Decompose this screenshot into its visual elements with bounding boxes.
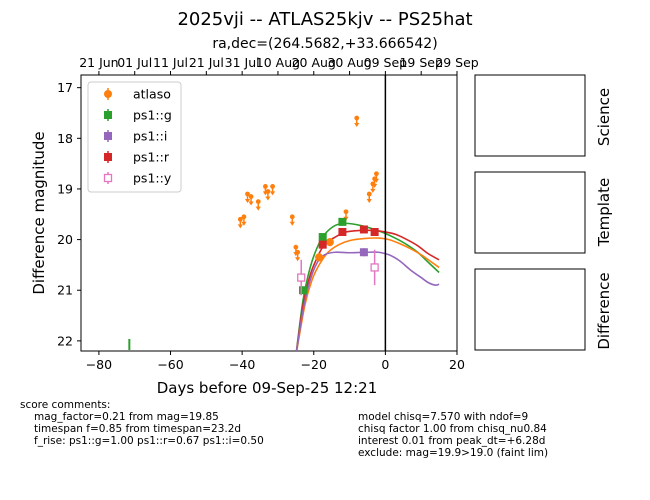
upper-limit-atlaso — [269, 184, 276, 196]
top-tick-label: 10 Aug — [256, 55, 300, 70]
upper-limit-atlaso — [244, 191, 251, 204]
model-comment-line: exclude: mag=19.9>19.0 (faint lim) — [358, 447, 549, 459]
model-curves — [295, 222, 440, 351]
x-axis-label: Days before 09-Sep-25 12:21 — [157, 379, 378, 397]
top-tick-label: 19 Sep — [399, 55, 443, 70]
legend-label: ps1::r — [133, 150, 170, 165]
legend-entry: atlaso — [104, 87, 171, 102]
data-point-ps1-i — [359, 248, 368, 257]
x-tick-label: −40 — [229, 357, 255, 372]
upper-limit-atlaso — [366, 191, 372, 204]
upper-limit-atlaso — [295, 249, 301, 262]
score-comment-line: f_rise: ps1::g=1.00 ps1::r=0.67 ps1::i=0… — [34, 435, 264, 447]
x-tick-label: −20 — [301, 357, 327, 372]
difference-panel — [474, 268, 586, 351]
x-tick-label: 20 — [449, 357, 465, 372]
template-label: Template — [595, 178, 613, 247]
model-comment-line: model chisq=7.570 with ndof=9 — [358, 411, 529, 423]
upper-limit-atlaso — [373, 171, 380, 183]
model-curve-ps1-i — [295, 251, 440, 351]
upper-limit-atlaso — [248, 194, 254, 206]
data-point-atlaso — [325, 238, 334, 247]
x-tick-label: −60 — [157, 357, 183, 372]
score-comment-line: timespan f=0.85 from timespan=23.2d — [34, 423, 242, 435]
legend-label: ps1::g — [133, 108, 172, 123]
data-markers — [128, 115, 380, 350]
plot-frame — [80, 74, 458, 352]
legend-marker — [104, 90, 112, 98]
model-comment-line: interest 0.01 from peak_dt=+6.28d — [358, 435, 546, 447]
legend-label: ps1::y — [133, 171, 172, 186]
top-tick-label: 11 Jul — [153, 55, 188, 70]
data-point-ps1-g — [299, 286, 308, 295]
score-comments-header: score comments: — [20, 399, 111, 411]
figure-subtitle: ra,dec=(264.5682,+33.666542) — [212, 36, 437, 52]
data-point-ps1-r — [338, 227, 347, 236]
y-tick-label: 20 — [57, 232, 73, 247]
legend-label: ps1::i — [133, 129, 167, 144]
top-tick-label: 31 Jul — [225, 55, 260, 70]
science-label: Science — [595, 88, 613, 146]
template-panel — [474, 171, 586, 254]
legend-entry: ps1::i — [104, 129, 167, 144]
legend-marker — [103, 173, 113, 183]
upper-limit-atlaso — [265, 189, 271, 201]
y-axis: 17 18 19 20 21 22 — [57, 80, 81, 348]
model-curve-ps1-g — [295, 222, 440, 351]
x-tick-label: −80 — [86, 357, 112, 372]
legend-marker — [104, 153, 112, 161]
legend-entry: ps1::r — [104, 150, 170, 165]
upper-limit-atlaso — [289, 214, 295, 226]
figure-title: 2025vji -- ATLAS25kjv -- PS25hat — [177, 9, 472, 30]
data-point-ps1-y — [297, 259, 306, 296]
top-tick-label: 29 Sep — [435, 55, 479, 70]
score-comment-line: mag_factor=0.21 from mag=19.85 — [34, 411, 219, 423]
side-panels: Science Template Difference — [474, 74, 613, 351]
legend-frame — [87, 81, 182, 193]
top-tick-label: 09 Sep — [364, 55, 408, 70]
y-tick-label: 18 — [57, 131, 73, 146]
top-tick-label: 21 Jun — [79, 55, 118, 70]
top-tick-label: 01 Jul — [117, 55, 152, 70]
upper-limit-atlaso — [354, 115, 360, 128]
y-tick-label: 22 — [57, 333, 73, 348]
top-tick-label: 21 Jul — [189, 55, 224, 70]
y-axis-label: Difference magnitude — [30, 131, 48, 294]
x-axis-bottom: −80 −60 −40 −20 0 20 — [86, 351, 465, 372]
model-curve-atlaso — [295, 237, 440, 351]
y-tick-label: 21 — [57, 283, 73, 298]
top-tick-label: 20 Aug — [292, 55, 336, 70]
data-point-ps1-g — [318, 233, 327, 242]
data-point-ps1-y — [370, 249, 379, 286]
legend-entry: ps1::y — [103, 171, 172, 186]
upper-limit-atlaso — [255, 199, 261, 211]
difference-label: Difference — [595, 272, 613, 349]
data-point-atlaso — [315, 253, 324, 262]
upper-limit-atlaso — [237, 216, 243, 229]
x-tick-label: 0 — [381, 357, 389, 372]
legend-entry: ps1::g — [104, 108, 172, 123]
y-tick-label: 19 — [57, 181, 73, 196]
data-point-ps1-g — [338, 217, 347, 226]
legend-label: atlaso — [133, 87, 171, 102]
legend-marker — [104, 111, 112, 119]
data-point-ps1-r — [359, 225, 368, 234]
data-point-ps1-r — [318, 240, 327, 249]
y-tick-label: 17 — [57, 80, 73, 95]
legend-marker — [104, 132, 112, 140]
data-point-ps1-r — [370, 227, 379, 236]
upper-limit-atlaso — [241, 214, 247, 226]
science-panel — [474, 74, 586, 157]
top-tick-label: 30 Aug — [327, 55, 371, 70]
model-comment-line: chisq factor 1.00 from chisq_nu0.84 — [358, 423, 547, 435]
